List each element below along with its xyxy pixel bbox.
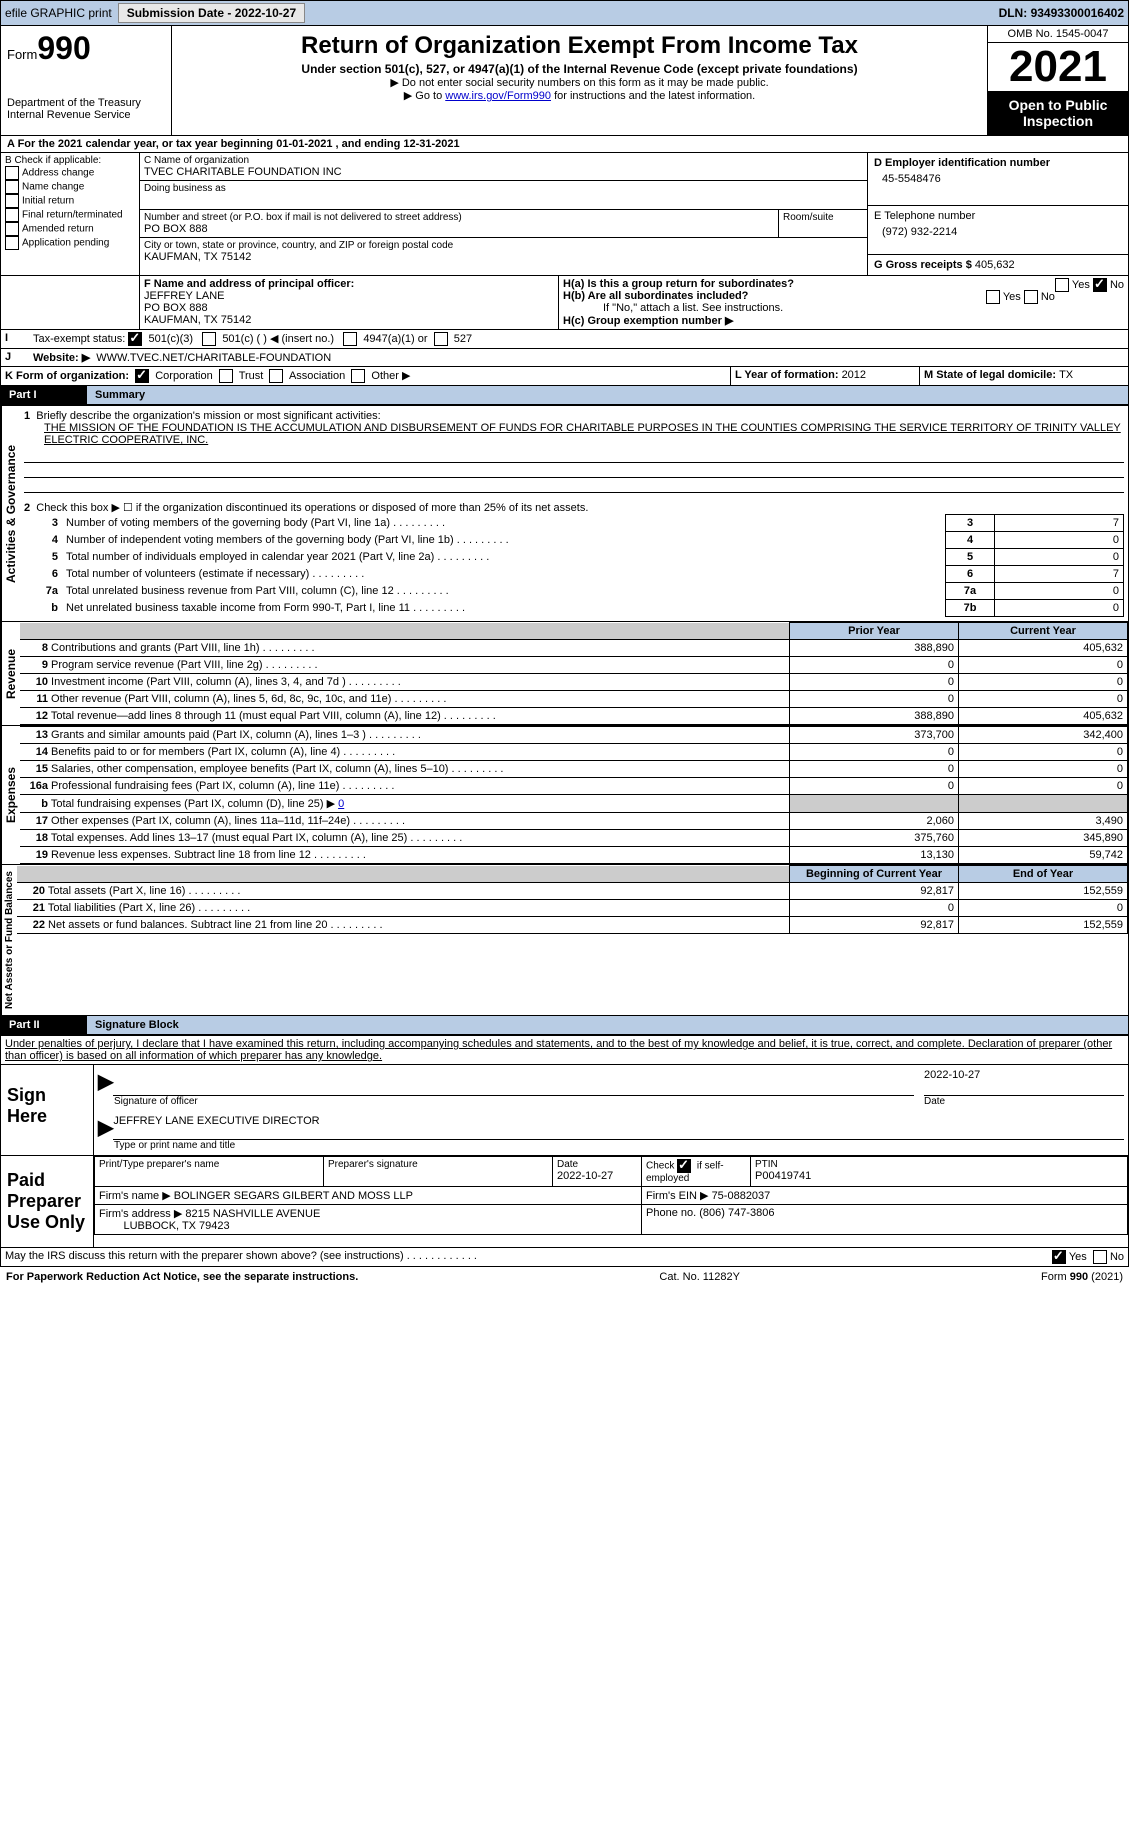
form-990-label: Form990	[7, 30, 165, 67]
sec-e-label: E Telephone number	[874, 210, 1122, 222]
room-label: Room/suite	[783, 212, 863, 223]
check-initial[interactable]: Initial return	[5, 194, 135, 208]
section-i: I Tax-exempt status: 501(c)(3) 501(c) ( …	[0, 330, 1129, 349]
sec-hc: H(c) Group exemption number ▶	[563, 314, 1124, 327]
sign-here-block: Sign Here ▶ 2022-10-27 Signature of offi…	[0, 1065, 1129, 1156]
section-bcdeg: B Check if applicable: Address change Na…	[0, 153, 1129, 276]
sec-hb: H(b) Are all subordinates included? Yes …	[563, 290, 1124, 302]
check-trust[interactable]	[219, 369, 233, 383]
irs-link[interactable]: www.irs.gov/Form990	[445, 90, 551, 102]
top-bar: efile GRAPHIC print Submission Date - 20…	[0, 0, 1129, 26]
open-inspection: Open to Public Inspection	[988, 91, 1128, 135]
instr-2: ▶ Go to www.irs.gov/Form990 for instruct…	[176, 89, 983, 102]
check-other[interactable]	[351, 369, 365, 383]
gross-receipts: 405,632	[975, 259, 1015, 271]
net-section: Net Assets or Fund Balances Beginning of…	[0, 865, 1129, 1016]
section-fh: F Name and address of principal officer:…	[0, 276, 1129, 330]
submission-date-btn[interactable]: Submission Date - 2022-10-27	[118, 3, 305, 23]
instr-1: ▶ Do not enter social security numbers o…	[176, 76, 983, 89]
website-url: WWW.TVEC.NET/CHARITABLE-FOUNDATION	[96, 352, 331, 364]
check-name[interactable]: Name change	[5, 180, 135, 194]
discuss-yes[interactable]	[1052, 1250, 1066, 1264]
discuss-no[interactable]	[1093, 1250, 1107, 1264]
officer-addr2: KAUFMAN, TX 75142	[144, 314, 554, 326]
revenue-section: Revenue Prior YearCurrent Year8 Contribu…	[0, 622, 1129, 726]
expenses-section: Expenses 13 Grants and similar amounts p…	[0, 726, 1129, 865]
form-subtitle: Under section 501(c), 527, or 4947(a)(1)…	[176, 62, 983, 76]
part1-body: Activities & Governance 1 Briefly descri…	[0, 406, 1129, 622]
gov-sidelabel: Activities & Governance	[1, 406, 20, 621]
revenue-table: Prior YearCurrent Year8 Contributions an…	[20, 622, 1128, 725]
omb-number: OMB No. 1545-0047	[988, 26, 1128, 43]
check-assoc[interactable]	[269, 369, 283, 383]
sec-ha: H(a) Is this a group return for subordin…	[563, 278, 1124, 290]
form-title: Return of Organization Exempt From Incom…	[176, 32, 983, 60]
net-table: Beginning of Current YearEnd of Year20 T…	[17, 865, 1128, 934]
officer-addr1: PO BOX 888	[144, 302, 554, 314]
check-527[interactable]	[434, 332, 448, 346]
mission: THE MISSION OF THE FOUNDATION IS THE ACC…	[24, 422, 1124, 448]
check-final[interactable]: Final return/terminated	[5, 208, 135, 222]
street: PO BOX 888	[144, 223, 774, 235]
org-name: TVEC CHARITABLE FOUNDATION INC	[144, 166, 863, 178]
sec-c-name-label: C Name of organization	[144, 155, 863, 166]
sec-f-label: F Name and address of principal officer:	[144, 278, 554, 290]
sec-b-label: B Check if applicable:	[5, 155, 135, 166]
city: KAUFMAN, TX 75142	[144, 251, 863, 263]
dept-label: Department of the Treasury Internal Reve…	[7, 97, 165, 121]
phone: (972) 932-2214	[874, 222, 1122, 242]
dln-label: DLN: 93493300016402	[999, 6, 1124, 20]
check-501c3[interactable]	[128, 332, 142, 346]
dba-label: Doing business as	[144, 183, 863, 194]
declaration: Under penalties of perjury, I declare th…	[0, 1036, 1129, 1065]
check-amended[interactable]: Amended return	[5, 222, 135, 236]
efile-label: efile GRAPHIC print	[5, 6, 112, 20]
part2-header: Part IISignature Block	[0, 1016, 1129, 1036]
officer-name: JEFFREY LANE	[144, 290, 554, 302]
period-row: A For the 2021 calendar year, or tax yea…	[0, 136, 1129, 153]
check-501c[interactable]	[202, 332, 216, 346]
page-footer: For Paperwork Reduction Act Notice, see …	[0, 1267, 1129, 1287]
discuss-row: May the IRS discuss this return with the…	[0, 1248, 1129, 1267]
section-j: J Website: ▶ WWW.TVEC.NET/CHARITABLE-FOU…	[0, 349, 1129, 367]
form-header: Form990 Department of the Treasury Inter…	[0, 26, 1129, 136]
check-corp[interactable]	[135, 369, 149, 383]
ein: 45-5548476	[874, 169, 1122, 189]
check-4947[interactable]	[343, 332, 357, 346]
tax-year: 2021	[988, 43, 1128, 91]
check-pending[interactable]: Application pending	[5, 236, 135, 250]
sec-g-label: G Gross receipts $	[874, 259, 975, 271]
governance-table: 3Number of voting members of the governi…	[24, 514, 1124, 617]
part1-header: Part ISummary	[0, 386, 1129, 406]
expenses-table: 13 Grants and similar amounts paid (Part…	[20, 726, 1128, 864]
sec-d-label: D Employer identification number	[874, 157, 1122, 169]
section-klm: K Form of organization: Corporation Trus…	[0, 367, 1129, 386]
city-label: City or town, state or province, country…	[144, 240, 863, 251]
check-address[interactable]: Address change	[5, 166, 135, 180]
street-label: Number and street (or P.O. box if mail i…	[144, 212, 774, 223]
paid-preparer-block: Paid Preparer Use Only Print/Type prepar…	[0, 1156, 1129, 1248]
